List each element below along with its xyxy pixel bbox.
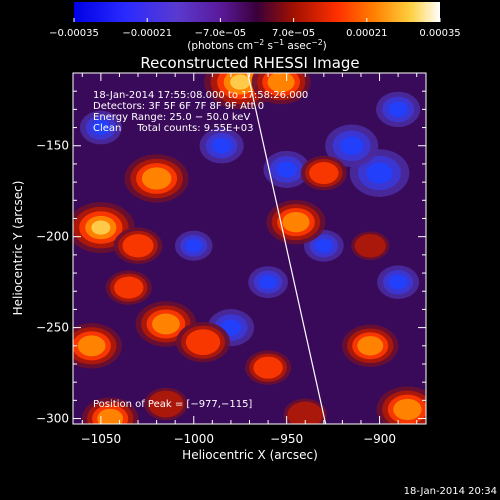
hot-region bbox=[267, 73, 295, 93]
intensity-map bbox=[73, 73, 426, 424]
cold-region bbox=[315, 238, 333, 253]
cold-region bbox=[388, 101, 408, 118]
solar-limb-line bbox=[247, 73, 327, 424]
colorbar-units-main: (photons cm bbox=[187, 40, 253, 52]
y-tick-label: −250 bbox=[36, 321, 69, 335]
colorbar-units-sup: −2 bbox=[253, 38, 264, 47]
cold-region bbox=[211, 137, 232, 154]
hot-region bbox=[91, 220, 111, 235]
image-pixels bbox=[73, 73, 426, 424]
y-tick-label: −200 bbox=[36, 230, 69, 244]
y-tick-label: −150 bbox=[36, 139, 69, 153]
hot-region bbox=[230, 74, 251, 90]
x-tick-label: −1050 bbox=[81, 432, 122, 446]
cold-region bbox=[259, 275, 277, 290]
hot-region bbox=[287, 401, 324, 424]
cold-region bbox=[276, 161, 297, 178]
cold-region bbox=[366, 162, 393, 184]
hot-region bbox=[114, 276, 144, 299]
y-axis: −150 −200 −250 −300 bbox=[36, 90, 426, 426]
cold-region bbox=[340, 136, 364, 156]
hot-region bbox=[141, 167, 172, 190]
colorbar-tick-label: −0.00035 bbox=[49, 28, 99, 39]
hot-region bbox=[97, 408, 124, 424]
colorbar-ticks: −0.00035 −0.00021 −7.0e−05 7.0e−05 0.00021 0.… bbox=[49, 18, 461, 39]
footer-timestamp: 18-Jan-2014 20:34 bbox=[404, 486, 497, 497]
colorbar bbox=[74, 2, 440, 22]
x-tick-label: −1000 bbox=[173, 432, 214, 446]
colorbar-units-sup: −1 bbox=[273, 38, 284, 47]
colorbar-units-sup: −2 bbox=[312, 38, 323, 47]
colorbar-tick-label: 7.0e−05 bbox=[272, 28, 315, 39]
hot-region bbox=[354, 234, 386, 258]
peak-position-label: Position of Peak = [−977,−115] bbox=[93, 399, 252, 410]
colorbar-units-end: ) bbox=[323, 40, 327, 52]
detectors-label: Detectors: 3F 5F 6F 7F 8F 9F Att 0 bbox=[93, 101, 264, 112]
image-annotations: 18-Jan-2014 17:55:08.000 to 17:58:26.000… bbox=[93, 90, 308, 410]
cold-region bbox=[91, 120, 111, 135]
hot-region bbox=[357, 336, 384, 356]
hot-region bbox=[148, 390, 184, 418]
y-axis-label: Heliocentric Y (arcsec) bbox=[11, 181, 25, 316]
cold-region bbox=[388, 274, 408, 290]
hot-region bbox=[185, 329, 221, 356]
hot-region bbox=[309, 161, 339, 185]
hot-region bbox=[151, 313, 180, 335]
hot-region bbox=[393, 398, 422, 421]
cold-region bbox=[185, 239, 203, 253]
hot-region bbox=[282, 211, 310, 233]
energy-range-label: Energy Range: 25.0 − 50.0 keV bbox=[93, 112, 250, 123]
hot-region bbox=[122, 234, 154, 258]
colorbar-tick-label: 0.00035 bbox=[419, 28, 460, 39]
y-tick-label: −300 bbox=[36, 412, 69, 426]
x-tick-label: −900 bbox=[363, 432, 396, 446]
x-tick-label: −950 bbox=[270, 432, 303, 446]
colorbar-units: (photons cm−2 s−1 asec−2) bbox=[187, 38, 326, 52]
colorbar-units-mid: asec bbox=[284, 40, 312, 52]
hot-region bbox=[77, 335, 106, 357]
clean-counts-label: Clean Total counts: 9.55E+03 bbox=[93, 123, 253, 134]
hot-region bbox=[253, 356, 283, 379]
colorbar-tick-label: −0.00021 bbox=[122, 28, 172, 39]
x-axis-label: Heliocentric X (arcsec) bbox=[182, 448, 318, 462]
time-range-label: 18-Jan-2014 17:55:08.000 to 17:58:26.000 bbox=[93, 90, 308, 101]
colorbar-tick-label: −7.0e−05 bbox=[195, 28, 247, 39]
colorbar-units-mid: s bbox=[264, 40, 273, 52]
x-axis: −1050 −1000 −950 −900 bbox=[81, 73, 418, 446]
chart-title: Reconstructed RHESSI Image bbox=[140, 54, 359, 72]
colorbar-tick-label: 0.00021 bbox=[346, 28, 387, 39]
